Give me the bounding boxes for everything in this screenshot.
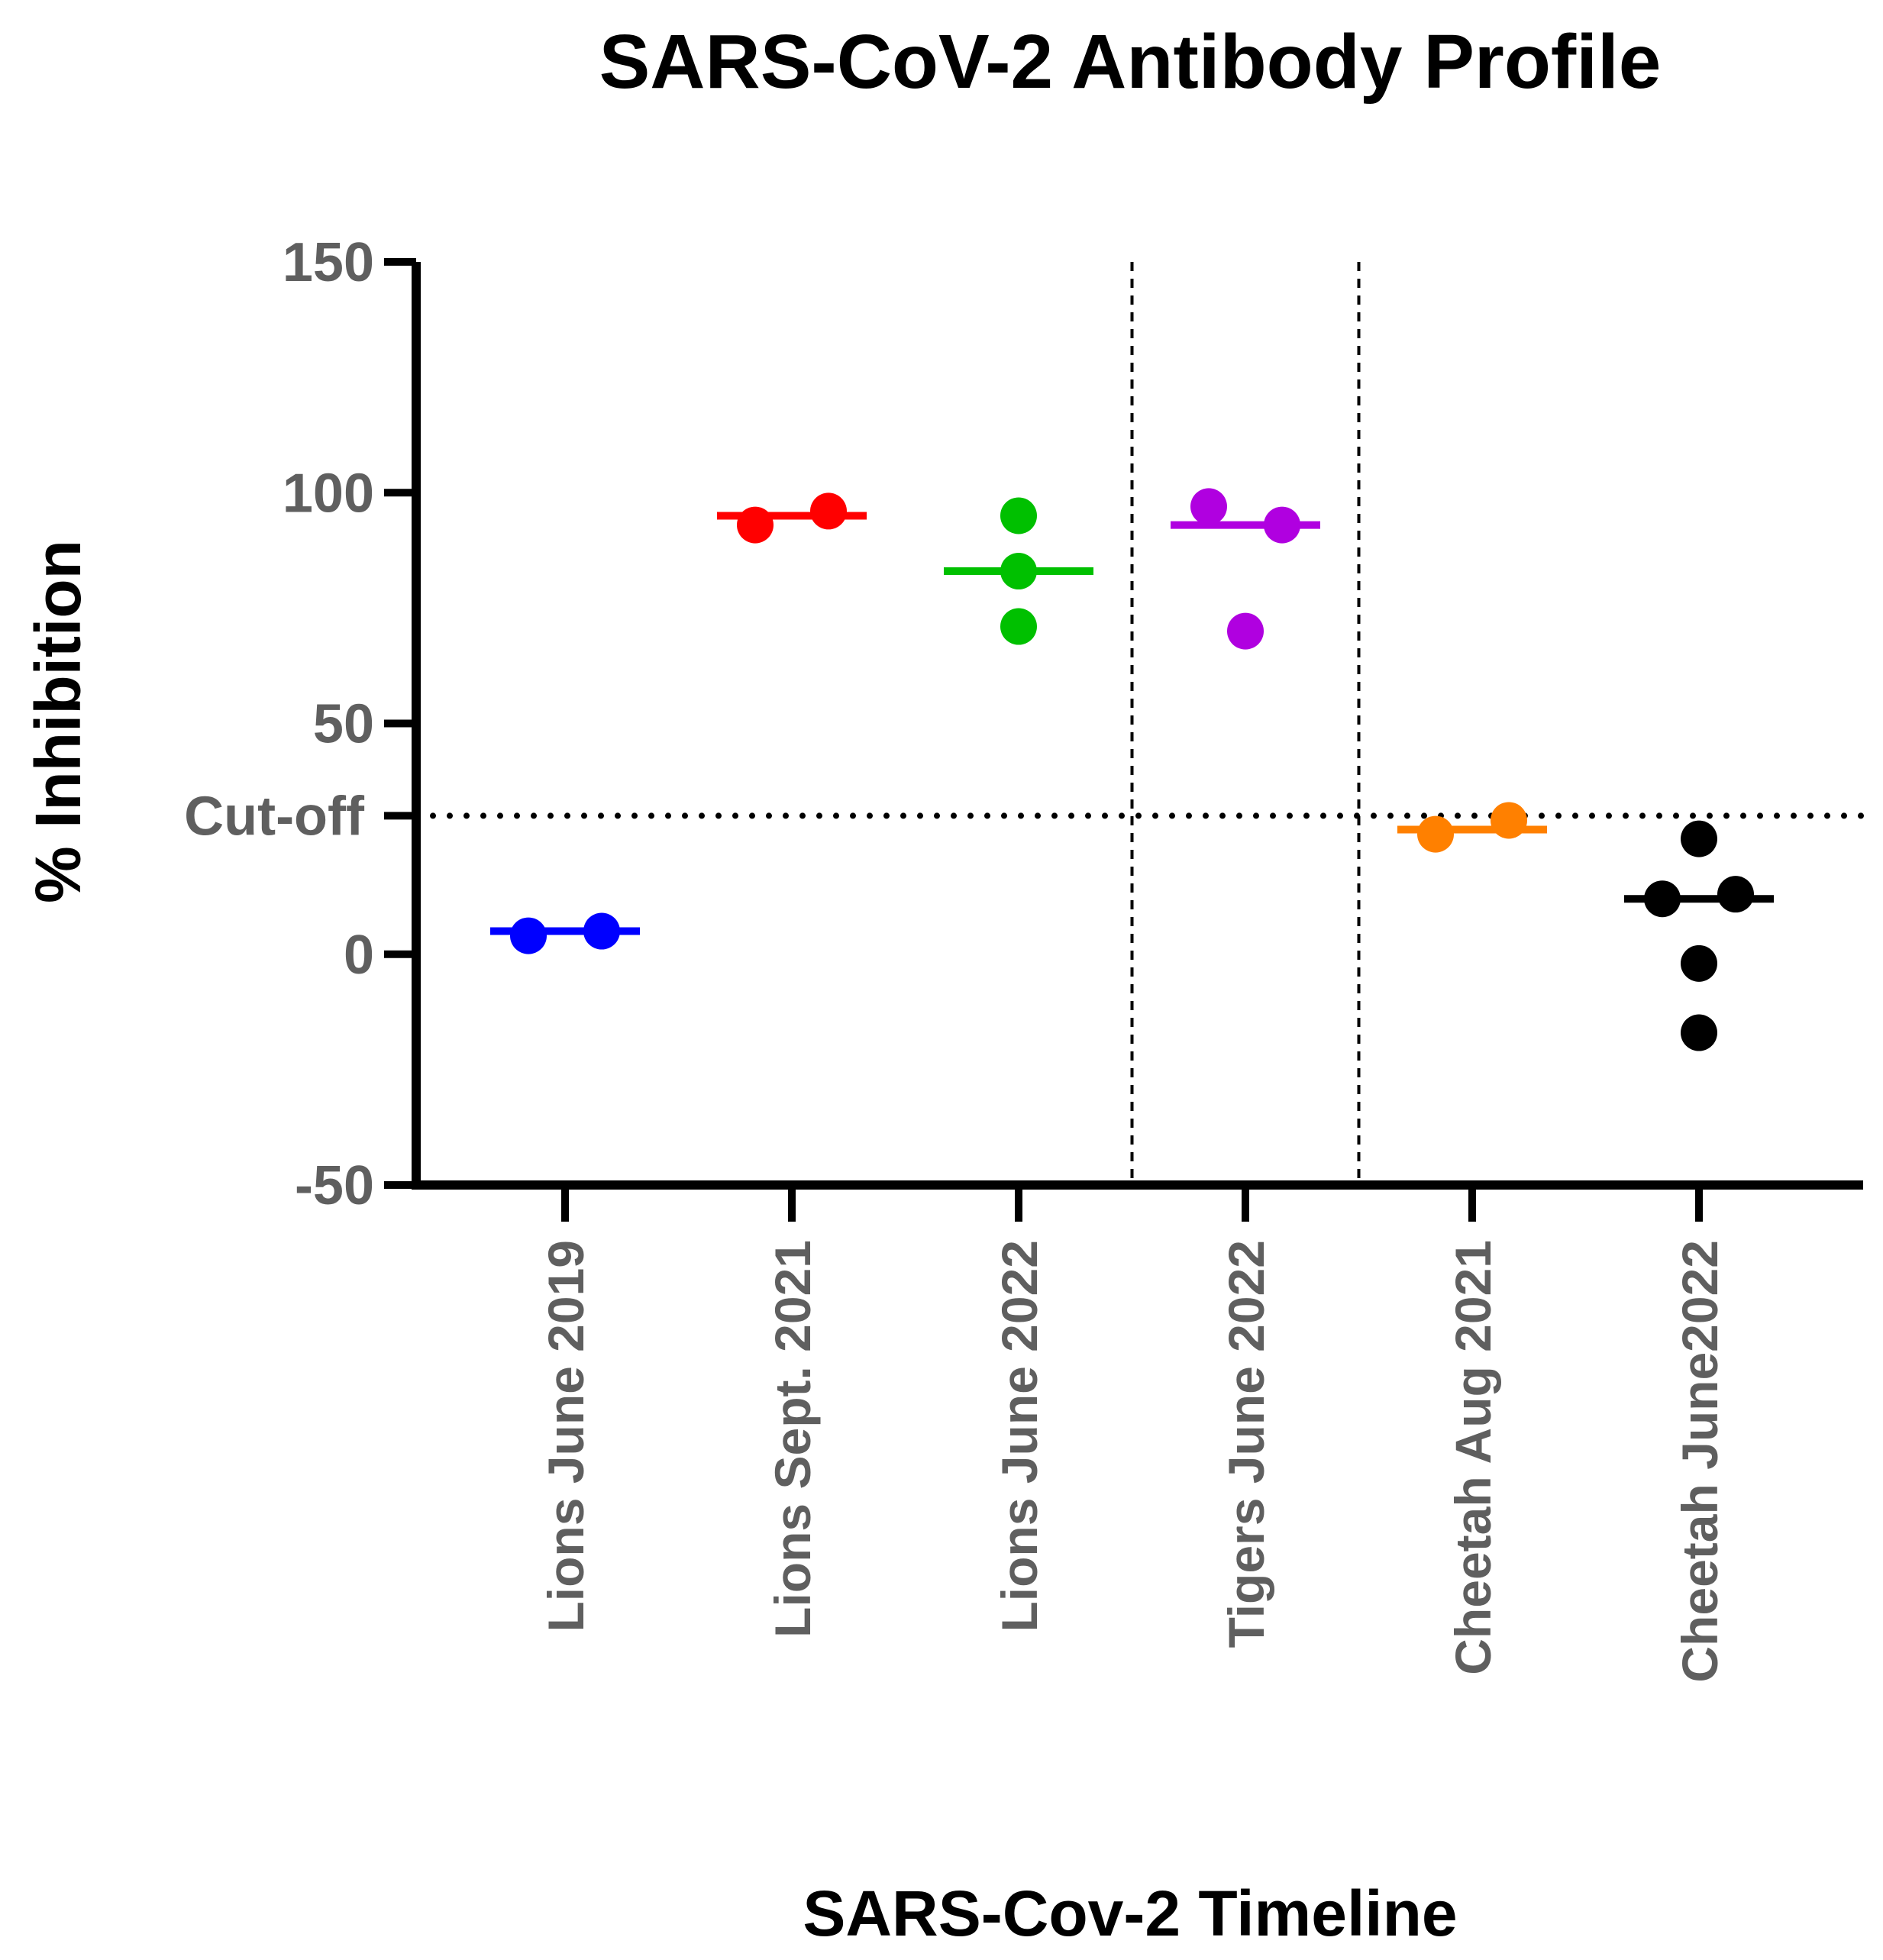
y-tick-label: 50 xyxy=(313,694,374,755)
y-tick-label: 100 xyxy=(283,463,374,524)
separator-layer xyxy=(413,262,1866,1185)
data-point-4-1 xyxy=(1190,488,1227,525)
x-axis-title: SARS-Cov-2 Timeline xyxy=(803,1878,1457,1949)
data-point-6-2 xyxy=(1644,880,1681,918)
data-point-5-1 xyxy=(1417,815,1454,853)
y-axis-title: % Inhibition xyxy=(22,540,94,903)
data-point-1-2 xyxy=(583,912,620,950)
data-point-3-1 xyxy=(1000,497,1037,534)
data-point-6-3 xyxy=(1717,876,1754,913)
data-point-6-1 xyxy=(1681,820,1717,857)
x-tick-label: Cheetah Aug 2021 xyxy=(1445,1240,1501,1675)
x-tick-label: Lions Sept. 2021 xyxy=(764,1240,821,1638)
data-point-4-3 xyxy=(1227,612,1264,650)
data-point-6-5 xyxy=(1681,1014,1717,1051)
cutoff-label: Cut-off xyxy=(184,786,365,847)
labels-layer: -50 0 50 100 150 Cut-off Lions June 2019 Lions … xyxy=(184,232,1728,1683)
chart-title: SARS-CoV-2 Antibody Profile xyxy=(599,19,1662,105)
y-tick-label: -50 xyxy=(295,1155,374,1216)
data-point-2-2 xyxy=(810,492,847,530)
data-point-1-1 xyxy=(510,917,547,954)
x-tick-label: Lions June 2022 xyxy=(991,1240,1048,1632)
data-point-2-1 xyxy=(737,506,774,544)
data-point-3-3 xyxy=(1000,608,1037,645)
x-tick-label: Tigers June 2022 xyxy=(1218,1240,1274,1648)
y-tick-label: 0 xyxy=(344,925,374,986)
data-point-6-4 xyxy=(1681,944,1717,982)
marks-layer xyxy=(490,488,1774,1051)
x-tick-label: Cheetah June2022 xyxy=(1671,1240,1728,1683)
y-tick-label: 150 xyxy=(283,232,374,293)
x-tick-label: Lions June 2019 xyxy=(538,1240,594,1632)
data-point-4-2 xyxy=(1264,506,1300,544)
data-point-3-2 xyxy=(1000,553,1037,590)
data-point-5-2 xyxy=(1491,802,1527,839)
axes-layer xyxy=(384,258,1863,1222)
